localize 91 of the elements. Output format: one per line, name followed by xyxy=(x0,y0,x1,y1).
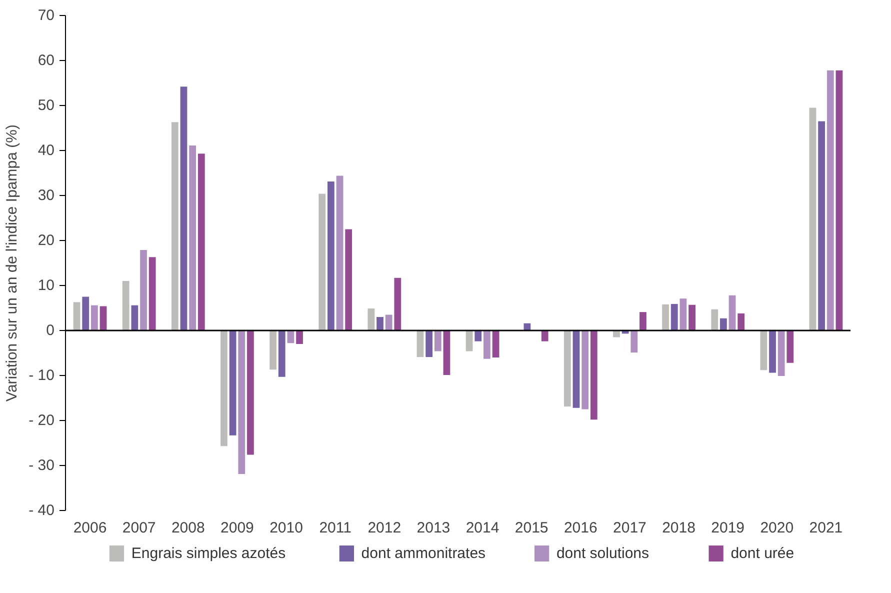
x-tick-label: 2013 xyxy=(416,520,450,536)
bar xyxy=(270,330,276,370)
bar xyxy=(826,70,834,330)
bar xyxy=(769,330,776,373)
x-tick-label: 2017 xyxy=(613,520,646,536)
bar xyxy=(670,304,678,330)
y-tick-label: 0 xyxy=(46,322,54,339)
bar xyxy=(434,330,442,352)
bar xyxy=(336,176,344,330)
legend-label: dont solutions xyxy=(556,545,650,562)
bar xyxy=(148,257,156,330)
bar xyxy=(171,122,178,330)
bar xyxy=(238,330,246,474)
bar xyxy=(73,302,80,330)
bar xyxy=(640,312,646,330)
bar xyxy=(809,108,816,330)
x-tick-label: 2021 xyxy=(809,520,843,536)
y-tick-label: 10 xyxy=(38,277,55,294)
bar xyxy=(189,146,196,330)
x-tick-label: 2010 xyxy=(270,520,303,536)
bar xyxy=(318,194,326,330)
bar xyxy=(443,330,450,376)
bar xyxy=(416,330,424,358)
x-tick-label: 2014 xyxy=(466,520,500,536)
bar xyxy=(524,323,531,330)
y-tick-label: 30 xyxy=(38,187,55,204)
x-tick-label: 2011 xyxy=(319,520,352,536)
x-tick-label: 2016 xyxy=(564,520,598,536)
bar xyxy=(131,305,138,330)
bar xyxy=(180,86,188,330)
y-tick-label: 50 xyxy=(38,97,55,114)
bar xyxy=(720,318,727,330)
legend-label: dont urée xyxy=(730,545,794,562)
bar xyxy=(394,278,402,330)
bar xyxy=(100,306,107,330)
legend-label: dont ammonitrates xyxy=(361,545,486,562)
bar xyxy=(229,330,236,436)
bar xyxy=(541,330,548,342)
bar xyxy=(836,70,843,330)
bar xyxy=(376,317,384,330)
bar xyxy=(662,304,669,330)
bar xyxy=(327,182,334,330)
bar xyxy=(590,330,598,420)
x-tick-label: 2015 xyxy=(514,520,548,536)
bar xyxy=(474,330,482,342)
bar xyxy=(778,330,785,376)
bar xyxy=(426,330,432,358)
bar xyxy=(582,330,589,410)
bar xyxy=(564,330,571,407)
bar xyxy=(140,250,147,330)
bar xyxy=(680,298,687,330)
x-tick-label: 2008 xyxy=(171,520,205,536)
x-tick-label: 2020 xyxy=(760,520,794,536)
y-tick-label: 20 xyxy=(38,232,55,249)
y-tick-label: 70 xyxy=(38,7,55,24)
bar xyxy=(368,308,375,330)
bar xyxy=(345,229,352,330)
bar xyxy=(688,304,696,330)
y-tick-label: - 20 xyxy=(28,412,55,429)
bar xyxy=(278,330,286,377)
y-tick-label: - 10 xyxy=(28,367,55,384)
bar xyxy=(220,330,228,446)
bar xyxy=(738,313,745,330)
legend-label: Engrais simples azotés xyxy=(131,545,286,562)
bar xyxy=(484,330,490,359)
x-tick-label: 2019 xyxy=(711,520,745,536)
x-tick-label: 2007 xyxy=(122,520,156,536)
bar xyxy=(122,281,130,330)
x-tick-label: 2006 xyxy=(73,520,107,536)
y-tick-label: 40 xyxy=(38,142,55,159)
bar xyxy=(728,295,736,330)
y-tick-label: 60 xyxy=(38,52,55,69)
bar xyxy=(492,330,500,358)
bar xyxy=(82,296,90,330)
x-tick-label: 2018 xyxy=(662,520,696,536)
bar xyxy=(247,330,254,455)
bar xyxy=(760,330,768,370)
y-tick-label: - 30 xyxy=(28,457,55,474)
bar xyxy=(818,121,825,330)
y-tick-label: - 40 xyxy=(28,502,55,519)
bar xyxy=(91,305,98,330)
bar xyxy=(786,330,794,363)
bar xyxy=(711,309,718,330)
bar xyxy=(630,330,638,353)
x-tick-label: 2012 xyxy=(368,520,402,536)
bar xyxy=(385,314,392,330)
y-axis-title: Variation sur un an de l'indice Ipampa (%) xyxy=(4,124,21,402)
bar xyxy=(572,330,580,408)
x-tick-label: 2009 xyxy=(220,520,254,536)
bar xyxy=(198,154,205,330)
bar xyxy=(296,330,303,344)
